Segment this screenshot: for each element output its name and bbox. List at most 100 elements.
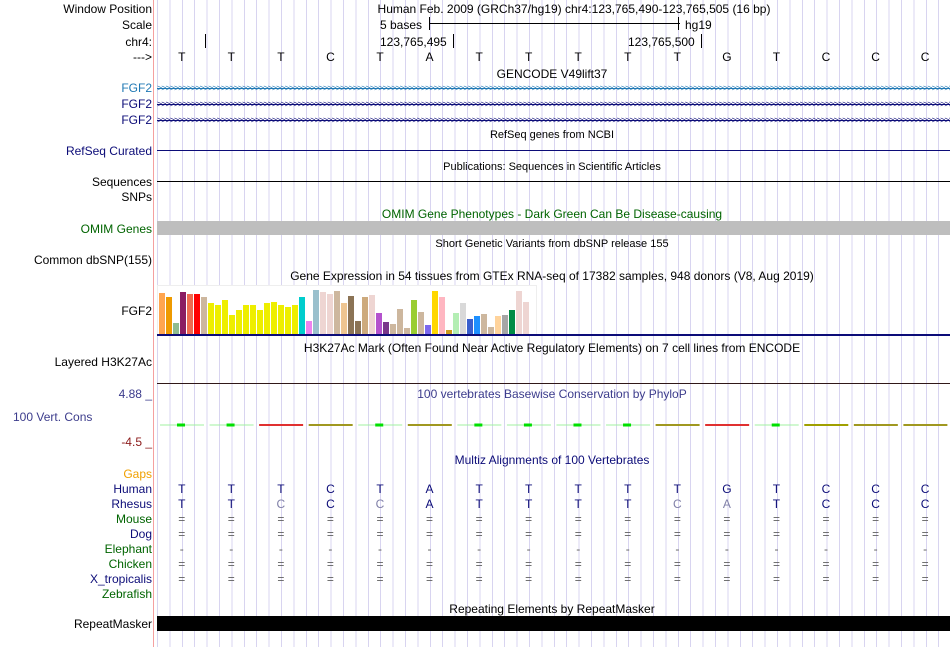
gtex-bar[interactable] bbox=[523, 301, 529, 334]
species-label[interactable]: Human bbox=[113, 482, 152, 496]
gtex-bar[interactable] bbox=[495, 316, 501, 334]
alignment-base: T bbox=[772, 482, 781, 496]
pubs-label-sequences[interactable]: Sequences bbox=[91, 175, 152, 189]
phylop-label[interactable]: 100 Vert. Cons bbox=[13, 410, 93, 424]
gtex-bar[interactable] bbox=[173, 323, 179, 334]
gtex-bar[interactable] bbox=[292, 304, 298, 334]
gtex-bar[interactable] bbox=[243, 304, 249, 334]
gtex-bar[interactable] bbox=[201, 296, 207, 334]
gtex-bar[interactable] bbox=[397, 309, 403, 334]
gtex-bar[interactable] bbox=[320, 292, 326, 334]
alignment-base: = bbox=[574, 512, 582, 526]
gtex-bar[interactable] bbox=[222, 300, 228, 334]
gene-label[interactable]: FGF2 bbox=[121, 113, 152, 127]
alignment-base: = bbox=[475, 527, 483, 541]
gtex-bar[interactable] bbox=[257, 309, 263, 334]
dbsnp-label[interactable]: Common dbSNP(155) bbox=[33, 253, 152, 267]
gene-label[interactable]: FGF2 bbox=[121, 97, 152, 111]
gtex-bar[interactable] bbox=[502, 315, 508, 334]
gtex-bar[interactable] bbox=[208, 303, 214, 334]
base-letter: T bbox=[376, 50, 384, 64]
species-label[interactable]: Zebrafish bbox=[101, 587, 152, 601]
gtex-bar[interactable] bbox=[467, 319, 473, 334]
omim-label[interactable]: OMIM Genes bbox=[80, 222, 152, 236]
gene-strand-arrows[interactable]: >>>>>>>>>>>>>>>>>>>>>>>>>>>>>>>>>>>>>>>>… bbox=[157, 100, 950, 109]
alignment-base: = bbox=[872, 527, 880, 541]
gtex-bar[interactable] bbox=[299, 296, 305, 334]
gtex-bar[interactable] bbox=[236, 309, 242, 334]
gtex-bar[interactable] bbox=[187, 294, 193, 334]
gtex-bar[interactable] bbox=[271, 301, 277, 334]
gtex-bar[interactable] bbox=[159, 293, 165, 334]
alignment-base: = bbox=[624, 557, 632, 571]
gtex-bar[interactable] bbox=[488, 327, 494, 334]
refseq-line[interactable] bbox=[157, 150, 950, 151]
base-letter: G bbox=[722, 50, 732, 64]
gene-label[interactable]: FGF2 bbox=[121, 81, 152, 95]
gtex-bar[interactable] bbox=[194, 294, 200, 334]
gtex-bar[interactable] bbox=[404, 328, 410, 334]
gtex-bar[interactable] bbox=[348, 295, 354, 334]
gtex-bar[interactable] bbox=[250, 304, 256, 334]
species-label[interactable]: Chicken bbox=[108, 557, 152, 571]
gtex-bar[interactable] bbox=[215, 304, 221, 334]
gtex-bar[interactable] bbox=[411, 299, 417, 334]
gtex-bar[interactable] bbox=[306, 320, 312, 334]
omim-bar[interactable] bbox=[157, 221, 950, 235]
gtex-bar[interactable] bbox=[278, 304, 284, 334]
gtex-bar[interactable] bbox=[418, 312, 424, 334]
species-label[interactable]: Elephant bbox=[104, 542, 152, 556]
species-label[interactable]: Mouse bbox=[115, 512, 152, 526]
gtex-bar[interactable] bbox=[390, 324, 396, 334]
pubs-line[interactable] bbox=[157, 181, 950, 182]
gtex-bar[interactable] bbox=[229, 315, 235, 334]
alignment-base: T bbox=[178, 497, 186, 511]
gene-strand-arrows[interactable]: >>>>>>>>>>>>>>>>>>>>>>>>>>>>>>>>>>>>>>>>… bbox=[157, 116, 950, 125]
gtex-bar[interactable] bbox=[264, 303, 270, 334]
gtex-bar[interactable] bbox=[460, 303, 466, 334]
alignment-base: = bbox=[673, 557, 681, 571]
multiz-title: Multiz Alignments of 100 Vertebrates bbox=[454, 453, 650, 467]
gtex-bar[interactable] bbox=[383, 321, 389, 334]
gtex-bar[interactable] bbox=[453, 313, 459, 334]
scale-text: 5 bases bbox=[380, 18, 423, 32]
gtex-bar[interactable] bbox=[369, 295, 375, 334]
gtex-bar[interactable] bbox=[355, 320, 361, 334]
gtex-bar[interactable] bbox=[481, 314, 487, 334]
alignment-base: T bbox=[524, 497, 533, 511]
gtex-bar[interactable] bbox=[166, 296, 172, 334]
alignment-base: = bbox=[822, 557, 830, 571]
gtex-label[interactable]: FGF2 bbox=[121, 304, 152, 318]
pubs-label-snps[interactable]: SNPs bbox=[121, 190, 152, 204]
gtex-bar[interactable] bbox=[376, 313, 382, 334]
gtex-bar[interactable] bbox=[327, 294, 333, 334]
gtex-bar[interactable] bbox=[446, 330, 452, 334]
species-label[interactable]: Rhesus bbox=[111, 497, 152, 511]
rmsk-label[interactable]: RepeatMasker bbox=[73, 617, 152, 631]
gtex-bar[interactable] bbox=[509, 310, 515, 334]
h3k27ac-line bbox=[157, 383, 950, 384]
species-label[interactable]: X_tropicalis bbox=[89, 572, 152, 586]
gtex-bar[interactable] bbox=[285, 306, 291, 334]
h3k27ac-label[interactable]: Layered H3K27Ac bbox=[54, 355, 152, 369]
gtex-bar[interactable] bbox=[362, 296, 368, 334]
alignment-base: = bbox=[426, 572, 434, 586]
gene-strand-arrows[interactable]: >>>>>>>>>>>>>>>>>>>>>>>>>>>>>>>>>>>>>>>>… bbox=[157, 84, 950, 93]
phylop-plot[interactable] bbox=[157, 415, 950, 440]
gtex-bar[interactable] bbox=[474, 316, 480, 334]
gtex-bar[interactable] bbox=[334, 290, 340, 334]
alignment-base: = bbox=[673, 527, 681, 541]
alignment-base: = bbox=[772, 557, 780, 571]
gtex-bar[interactable] bbox=[439, 296, 445, 334]
refseq-label[interactable]: RefSeq Curated bbox=[65, 144, 152, 158]
gtex-bar[interactable] bbox=[432, 290, 438, 334]
species-label[interactable]: Dog bbox=[129, 527, 152, 541]
gtex-bar[interactable] bbox=[425, 325, 431, 334]
alignment-base: = bbox=[525, 527, 533, 541]
gtex-bar[interactable] bbox=[313, 290, 319, 334]
rmsk-bar[interactable] bbox=[157, 616, 950, 631]
gtex-bar[interactable] bbox=[341, 303, 347, 334]
gtex-bar[interactable] bbox=[516, 290, 522, 334]
gtex-chart[interactable] bbox=[157, 285, 537, 335]
gtex-bar[interactable] bbox=[180, 292, 186, 334]
